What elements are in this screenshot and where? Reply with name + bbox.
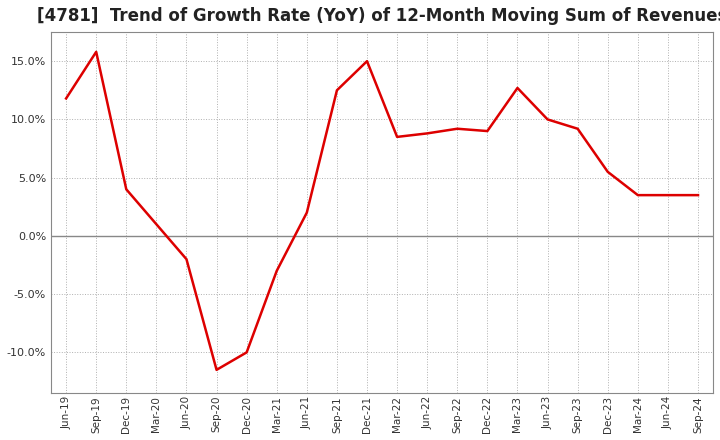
Title: [4781]  Trend of Growth Rate (YoY) of 12-Month Moving Sum of Revenues: [4781] Trend of Growth Rate (YoY) of 12-… [37, 7, 720, 25]
